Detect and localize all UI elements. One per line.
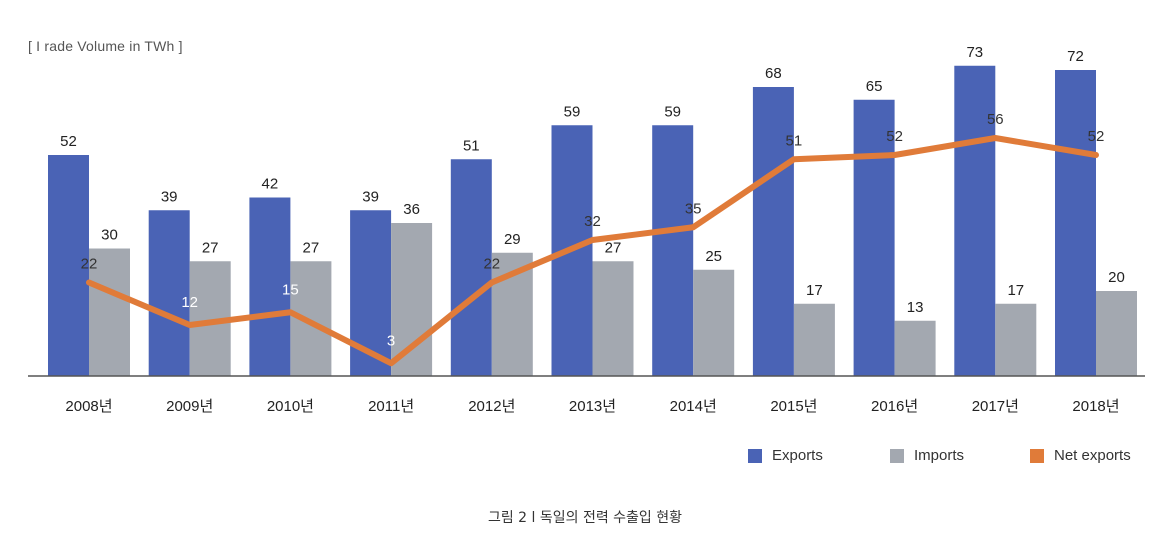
export-bar-1 [148, 210, 190, 376]
legend-item-net-exports: Net exports [1030, 447, 1131, 464]
export-value-label-5: 59 [564, 103, 581, 120]
export-value-label-7: 68 [765, 65, 782, 82]
import-bar-5 [592, 261, 634, 376]
import-value-label-8: 13 [907, 299, 924, 316]
import-value-label-1: 27 [202, 239, 219, 256]
x-tick-label-4: 2012년 [468, 398, 515, 415]
x-tick-label-2: 2010년 [267, 398, 314, 415]
chart-plot: 52 30 2008년 39 27 2009년 42 27 2010년 39 36 2011년 51 29… [28, 44, 1145, 415]
import-bar-10 [1096, 291, 1137, 376]
export-bar-8 [853, 99, 895, 376]
legend-swatch-exports [748, 448, 762, 463]
import-value-label-9: 17 [1007, 282, 1024, 299]
net-export-value-label-2: 15 [282, 281, 299, 298]
export-value-label-1: 39 [161, 188, 178, 205]
legend-label-exports: Exports [772, 447, 823, 464]
net-export-value-label-8: 52 [886, 128, 903, 145]
import-value-label-7: 17 [806, 282, 823, 299]
x-tick-label-10: 2018년 [1072, 398, 1119, 415]
export-bar-6 [652, 125, 694, 376]
import-bar-9 [995, 303, 1037, 376]
legend-label-imports: Imports [914, 447, 965, 464]
net-export-value-label-6: 35 [685, 200, 702, 217]
export-value-label-2: 42 [262, 176, 279, 193]
import-bar-0 [89, 248, 130, 376]
x-tick-label-5: 2013년 [569, 398, 616, 415]
export-value-label-9: 73 [966, 44, 983, 61]
net-export-value-label-0: 22 [81, 256, 98, 273]
legend-item-exports: Exports [748, 447, 823, 464]
x-tick-label-9: 2017년 [972, 398, 1019, 415]
export-value-label-0: 52 [60, 133, 77, 150]
x-tick-label-6: 2014년 [670, 398, 717, 415]
x-tick-label-0: 2008년 [65, 398, 112, 415]
legend-swatch-net-exports [1030, 448, 1044, 463]
chart-unit-label: [ I rade Volume in TWh ] [28, 38, 183, 54]
import-bar-7 [793, 303, 835, 376]
import-value-label-3: 36 [403, 201, 420, 218]
x-tick-label-3: 2011년 [368, 398, 414, 415]
export-value-label-6: 59 [664, 103, 681, 120]
net-export-value-label-3: 3 [387, 332, 395, 349]
export-bar-7 [752, 87, 794, 376]
export-bar-4 [450, 159, 492, 376]
x-tick-label-8: 2016년 [871, 398, 918, 415]
net-export-value-label-5: 32 [584, 213, 601, 230]
import-value-label-4: 29 [504, 231, 521, 248]
import-bar-3 [391, 223, 433, 376]
net-export-value-label-1: 12 [181, 294, 198, 311]
export-value-label-8: 65 [866, 78, 883, 95]
export-value-label-10: 72 [1067, 48, 1084, 65]
import-value-label-0: 30 [101, 227, 118, 244]
import-value-label-10: 20 [1108, 269, 1125, 286]
export-bar-9 [954, 65, 996, 376]
import-bar-6 [693, 269, 735, 376]
legend-label-net-exports: Net exports [1054, 447, 1131, 464]
import-value-label-6: 25 [705, 248, 722, 265]
net-exports-line [86, 135, 1099, 367]
net-export-value-label-7: 51 [786, 132, 803, 149]
legend-item-imports: Imports [890, 447, 964, 464]
export-bar-0 [48, 155, 89, 376]
x-tick-label-7: 2015년 [770, 398, 817, 415]
import-value-label-2: 27 [303, 239, 320, 256]
import-bar-8 [894, 320, 936, 376]
net-export-value-label-4: 22 [483, 256, 500, 273]
export-bar-2 [249, 197, 291, 376]
export-value-label-3: 39 [362, 188, 379, 205]
export-bar-10 [1055, 70, 1096, 376]
export-value-label-4: 51 [463, 137, 480, 154]
import-value-label-5: 27 [605, 239, 622, 256]
x-tick-label-1: 2009년 [166, 398, 213, 415]
net-export-value-label-10: 52 [1088, 128, 1105, 145]
legend-swatch-imports [890, 448, 904, 463]
figure-caption: 그림 2 l 독일의 전력 수출입 현황 [487, 510, 683, 526]
net-export-value-label-9: 56 [987, 111, 1004, 128]
